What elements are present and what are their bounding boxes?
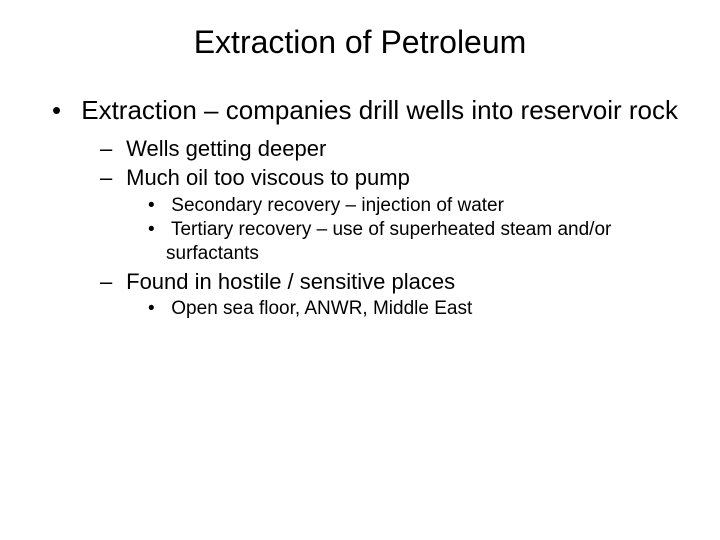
bullet-text: Wells getting deeper [126,136,326,161]
bullet-text: Extraction – companies drill wells into … [81,95,678,125]
bullet-list-level2: Wells getting deeper Much oil too viscou… [100,135,684,322]
bullet-text: Tertiary recovery – use of superheated s… [166,219,611,264]
list-item: Wells getting deeper [100,135,684,163]
bullet-list-level3: Secondary recovery – injection of water … [148,194,684,266]
list-item: Much oil too viscous to pump Secondary r… [100,164,684,266]
bullet-list-level3: Open sea floor, ANWR, Middle East [148,297,684,321]
list-item: Tertiary recovery – use of superheated s… [148,218,684,266]
list-item: Secondary recovery – injection of water [148,194,684,218]
bullet-list-level1: Extraction – companies drill wells into … [36,95,684,321]
list-item: Open sea floor, ANWR, Middle East [148,297,684,321]
bullet-text: Open sea floor, ANWR, Middle East [171,298,472,319]
slide-title: Extraction of Petroleum [36,24,684,61]
bullet-text: Secondary recovery – injection of water [171,195,504,216]
list-item: Extraction – companies drill wells into … [36,95,684,321]
bullet-text: Much oil too viscous to pump [126,165,410,190]
slide: Extraction of Petroleum Extraction – com… [0,0,720,540]
bullet-text: Found in hostile / sensitive places [126,269,455,294]
list-item: Found in hostile / sensitive places Open… [100,268,684,321]
